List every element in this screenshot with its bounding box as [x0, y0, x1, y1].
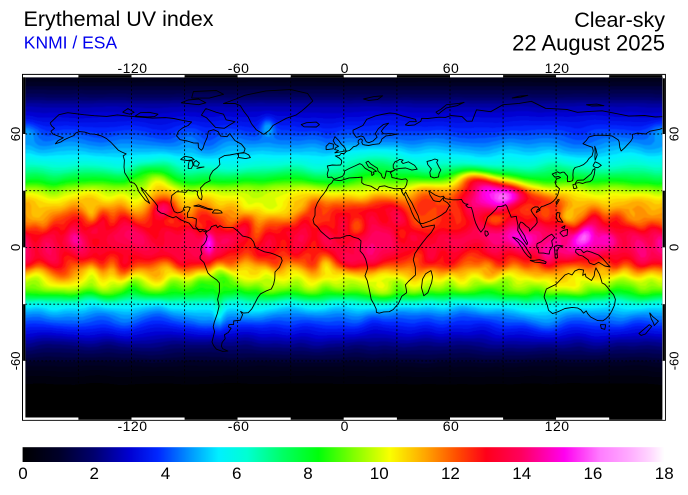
- svg-text:60: 60: [443, 418, 460, 434]
- svg-text:22 August 2025: 22 August 2025: [512, 30, 665, 55]
- svg-text:Erythemal UV index: Erythemal UV index: [24, 7, 214, 31]
- svg-text:-60: -60: [228, 418, 250, 434]
- svg-text:-120: -120: [117, 60, 147, 76]
- svg-text:120: 120: [545, 418, 570, 434]
- svg-text:2: 2: [89, 464, 98, 483]
- svg-text:0: 0: [8, 244, 23, 251]
- svg-text:KNMI / ESA: KNMI / ESA: [24, 33, 118, 53]
- svg-text:12: 12: [441, 464, 460, 483]
- svg-text:0: 0: [18, 464, 27, 483]
- svg-text:16: 16: [583, 464, 602, 483]
- svg-text:0: 0: [341, 418, 349, 434]
- svg-text:14: 14: [512, 464, 531, 483]
- svg-text:-120: -120: [117, 418, 147, 434]
- svg-text:120: 120: [545, 60, 570, 76]
- svg-text:-60: -60: [8, 352, 23, 371]
- svg-text:-60: -60: [666, 352, 681, 371]
- svg-text:4: 4: [161, 464, 170, 483]
- svg-text:8: 8: [303, 464, 312, 483]
- svg-text:Clear-sky: Clear-sky: [574, 8, 665, 32]
- svg-text:-60: -60: [228, 60, 250, 76]
- svg-text:6: 6: [232, 464, 241, 483]
- svg-text:60: 60: [443, 60, 460, 76]
- svg-text:60: 60: [8, 127, 23, 141]
- svg-text:0: 0: [341, 60, 349, 76]
- svg-text:0: 0: [666, 244, 681, 251]
- svg-text:60: 60: [666, 127, 681, 141]
- svg-text:10: 10: [370, 464, 389, 483]
- svg-text:18: 18: [655, 464, 674, 483]
